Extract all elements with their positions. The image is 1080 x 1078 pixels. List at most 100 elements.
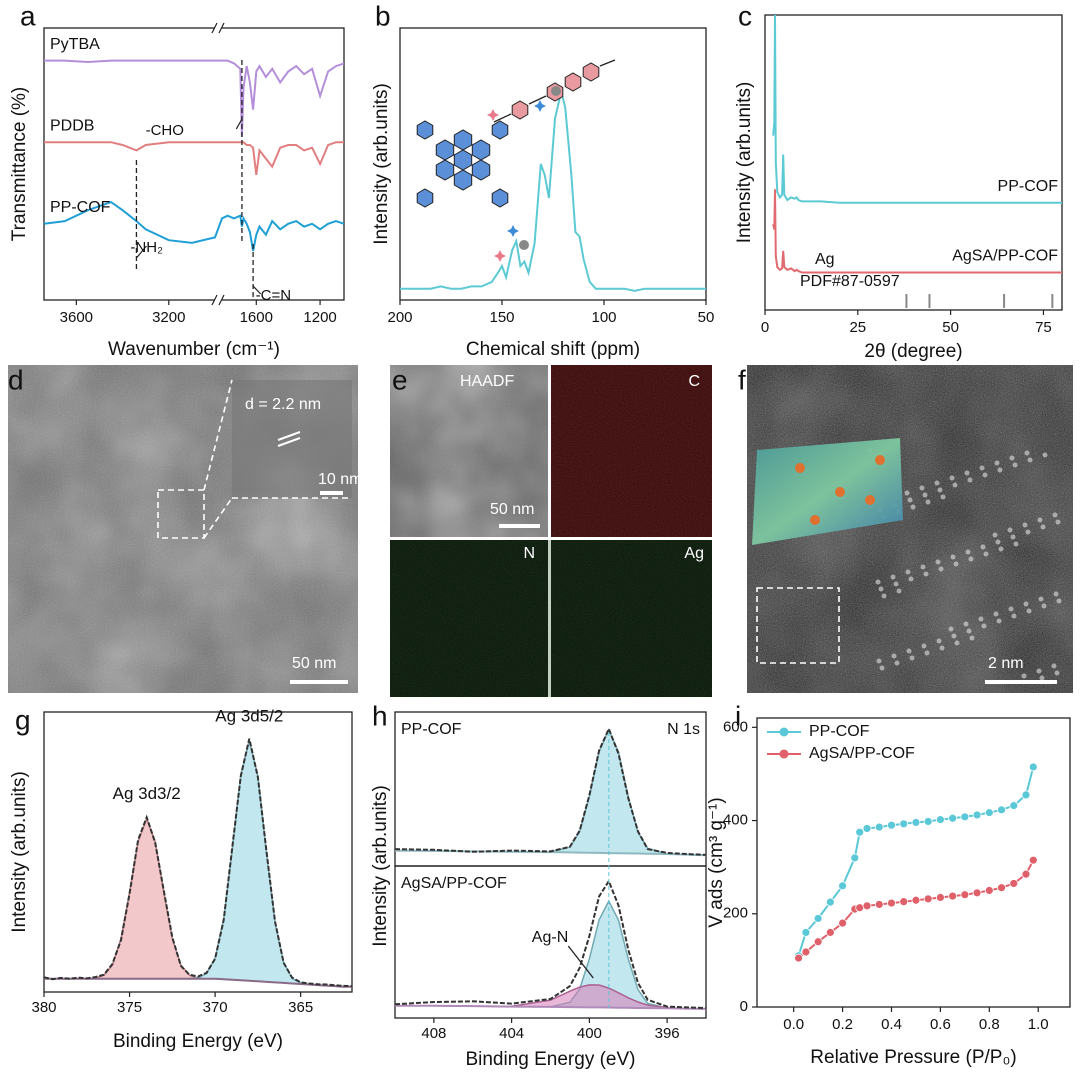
atom-spot <box>922 492 928 498</box>
molecule-ring <box>491 120 509 140</box>
data-point <box>911 895 921 905</box>
series-label: PyTBA <box>50 36 100 53</box>
image-grain <box>390 540 548 697</box>
molecule-ring <box>491 188 509 208</box>
atom-spot <box>894 660 900 666</box>
component-line <box>44 740 352 988</box>
atom-spot <box>993 611 999 617</box>
atom-spot <box>909 655 915 661</box>
atom-spot <box>878 586 884 592</box>
atom-spot <box>1052 512 1058 518</box>
roi-box <box>157 489 205 539</box>
data-point <box>1021 790 1031 800</box>
atom-spot <box>1007 527 1013 533</box>
atom-spot <box>891 653 897 659</box>
annotation: -CHO <box>146 122 184 139</box>
image-label: d = 2.2 nm <box>245 396 321 413</box>
data-point <box>899 819 909 829</box>
x-tick-label: 400 <box>577 1025 602 1042</box>
atom-spot <box>950 554 956 560</box>
atom-spot <box>1021 673 1027 679</box>
data-point <box>935 893 945 902</box>
panel-letter: i <box>735 700 741 731</box>
panel-letter: b <box>375 0 391 31</box>
y-axis-label: Intensity (arb.units) <box>370 785 391 947</box>
atom-spot <box>925 499 931 505</box>
molecule-ring <box>435 139 455 161</box>
image-label: HAADF <box>460 373 514 390</box>
zoom-lines <box>203 379 352 539</box>
panel-letter: d <box>8 364 24 395</box>
component-line <box>394 728 707 856</box>
series-line <box>772 189 1062 274</box>
data-point <box>984 808 994 818</box>
atom-spot <box>965 549 971 555</box>
image-label: C <box>688 373 700 390</box>
atom-spot <box>1055 519 1061 525</box>
molecule-ring <box>471 159 491 181</box>
x-tick-label: 1.0 <box>1028 1016 1049 1033</box>
atom-spot <box>935 559 941 565</box>
x-tick-label: 3600 <box>60 309 93 326</box>
sample-label: AgSA/PP-COF <box>401 875 507 892</box>
component-area <box>395 729 706 856</box>
y-axis-label: Intensity (arb.units) <box>371 83 392 245</box>
plot-frame <box>43 27 345 301</box>
peak-star <box>494 250 506 262</box>
data-point <box>984 886 994 895</box>
atom-spot <box>992 532 998 538</box>
image-label: N <box>523 545 535 562</box>
image-grain <box>551 540 712 697</box>
x-tick-label: 50 <box>942 319 959 336</box>
legend-marker <box>779 749 789 759</box>
x-tick-label: 150 <box>489 309 514 326</box>
data-point <box>997 883 1006 893</box>
atom-spot <box>994 460 1000 466</box>
surface-inset <box>752 438 903 545</box>
data-point <box>948 813 958 823</box>
atom-spot <box>968 556 974 562</box>
axis-break <box>211 22 225 306</box>
raw-line <box>394 879 707 1010</box>
atom-spot <box>1040 524 1046 530</box>
molecule-ring <box>435 159 455 181</box>
atom-spot <box>920 564 926 570</box>
atom-spot <box>983 551 989 557</box>
x-tick-label: 50 <box>698 309 715 326</box>
atom-spot <box>952 482 958 488</box>
molecule-ring <box>511 100 529 120</box>
atom-spot <box>890 574 896 580</box>
atom-spot <box>936 638 942 644</box>
legend-label: PP-COF <box>809 723 870 740</box>
atom-spot <box>881 593 887 599</box>
data-point <box>850 853 860 863</box>
annotation-arrow <box>135 245 147 259</box>
series-line <box>44 141 344 176</box>
data-point <box>899 897 909 907</box>
data-point <box>960 890 970 900</box>
x-tick-label: 408 <box>421 1025 446 1042</box>
atom-spot <box>978 616 984 622</box>
atom-spot <box>907 497 913 503</box>
atom-spot <box>997 467 1003 473</box>
inset <box>232 380 352 498</box>
panel-letter: f <box>738 364 746 395</box>
peak-dot <box>551 86 561 96</box>
atom-spot <box>1010 534 1016 540</box>
atom-spot <box>949 475 955 481</box>
atom-spot <box>893 581 899 587</box>
atom-spot <box>1053 591 1059 597</box>
series-line <box>400 91 706 292</box>
surface-peak <box>810 515 820 525</box>
image-label: 2 nm <box>988 655 1024 672</box>
x-tick-label: 75 <box>1035 319 1052 336</box>
x-tick-label: 1200 <box>303 309 336 326</box>
atom-spot <box>980 544 986 550</box>
data-point <box>874 822 884 832</box>
reference-label: PDF#87-0597 <box>800 273 900 290</box>
atom-spot <box>1041 603 1047 609</box>
x-tick-label: 100 <box>591 309 616 326</box>
series-line <box>43 200 345 252</box>
data-point <box>887 898 896 908</box>
data-point <box>948 891 958 901</box>
